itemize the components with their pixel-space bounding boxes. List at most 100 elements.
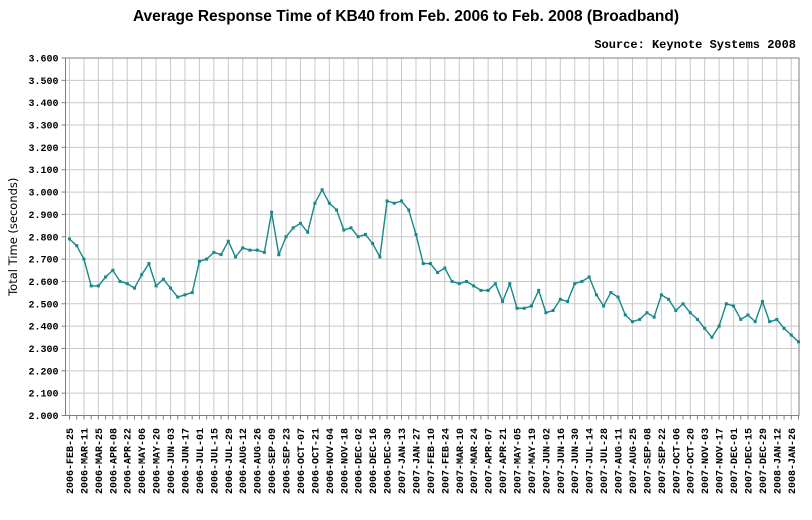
data-point-marker: [255, 248, 259, 252]
data-point-marker: [356, 235, 360, 239]
data-point-marker: [623, 313, 627, 317]
data-point-marker: [529, 304, 533, 308]
data-point-marker: [291, 226, 295, 230]
data-point-marker: [154, 284, 158, 288]
data-point-marker: [197, 259, 201, 263]
data-point-marker: [89, 284, 93, 288]
data-point-marker: [436, 271, 440, 274]
data-point-marker: [688, 311, 692, 315]
x-tick-label: 2006-NOV-18: [340, 428, 351, 494]
x-tick-label: 2007-JAN-27: [412, 428, 423, 494]
x-tick-label: 2006-MAR-25: [95, 428, 106, 494]
data-point-marker: [407, 208, 411, 212]
data-point-marker: [421, 262, 425, 266]
chart-title: Average Response Time of KB40 from Feb. …: [132, 8, 680, 25]
data-point-marker: [132, 286, 136, 290]
data-point-marker: [768, 320, 772, 324]
data-point-marker: [327, 201, 331, 205]
data-point-marker: [183, 293, 187, 297]
data-point-marker: [789, 333, 793, 337]
data-point-marker: [75, 244, 79, 248]
data-point-marker: [140, 273, 144, 277]
data-point-marker: [147, 262, 151, 266]
y-tick-label: 2.700: [28, 256, 58, 267]
y-tick-label: 3.100: [28, 166, 58, 177]
data-point-marker: [753, 320, 757, 324]
x-tick-label: 2007-DEC-01: [730, 428, 741, 494]
data-point-marker: [566, 300, 570, 304]
data-point-marker: [125, 282, 129, 286]
x-tick-label: 2006-APR-08: [109, 428, 120, 494]
data-point-marker: [667, 297, 671, 301]
x-tick-label: 2006-DEC-02: [355, 428, 366, 494]
data-point-marker: [493, 282, 497, 286]
data-point-marker: [428, 262, 432, 266]
x-tick-label: 2006-SEP-23: [283, 428, 294, 494]
x-tick-label: 2007-JUN-02: [542, 428, 553, 494]
data-point-marker: [486, 288, 490, 292]
x-tick-label: 2007-DEC-29: [759, 428, 770, 494]
x-tick-label: 2007-NOV-17: [716, 428, 727, 494]
x-tick-label: 2006-MAY-20: [153, 428, 164, 494]
data-point-marker: [443, 266, 447, 270]
data-point-marker: [782, 326, 786, 330]
x-tick-label: 2007-JUN-30: [571, 428, 582, 494]
x-tick-label: 2007-OCT-06: [672, 428, 683, 494]
y-tick-label: 2.100: [28, 390, 58, 401]
data-point-marker: [724, 302, 728, 306]
data-point-marker: [342, 228, 346, 232]
data-point-marker: [775, 317, 779, 321]
data-point-marker: [378, 255, 382, 259]
data-point-marker: [659, 293, 663, 297]
data-point-marker: [212, 250, 216, 254]
x-tick-label: 2007-APR-07: [485, 428, 496, 494]
data-point-marker: [414, 233, 418, 237]
data-point-marker: [104, 275, 108, 279]
data-line: [69, 188, 799, 343]
data-point-marker: [602, 304, 606, 308]
x-tick-label: 2006-DEC-16: [369, 428, 380, 494]
data-point-marker: [363, 233, 367, 237]
x-tick-label: 2007-JUN-16: [557, 428, 568, 494]
data-point-marker: [544, 311, 548, 315]
data-point-marker: [400, 199, 404, 203]
data-point-marker: [508, 282, 512, 286]
x-tick-label: 2006-NOV-04: [326, 428, 337, 494]
x-tick-label: 2008-JAN-26: [788, 428, 799, 494]
data-point-marker: [313, 201, 317, 205]
data-point-marker: [335, 208, 339, 212]
x-tick-label: 2006-APR-22: [124, 428, 135, 494]
data-point-marker: [219, 253, 223, 257]
data-point-marker: [161, 277, 165, 281]
data-point-marker: [82, 257, 86, 261]
data-point-marker: [732, 304, 736, 308]
data-point-marker: [111, 268, 115, 272]
data-point-marker: [371, 241, 375, 245]
x-tick-label: 2006-JUN-03: [167, 428, 178, 494]
x-tick-label: 2006-AUG-12: [239, 428, 250, 494]
data-point-marker: [760, 300, 764, 304]
x-tick-label: 2006-DEC-30: [384, 428, 395, 494]
data-point-marker: [349, 226, 353, 230]
data-point-marker: [306, 230, 310, 234]
y-tick-label: 2.900: [28, 211, 58, 222]
x-tick-label: 2006-MAR-11: [80, 428, 91, 494]
y-tick-label: 2.800: [28, 233, 58, 244]
data-point-marker: [472, 284, 476, 288]
y-tick-label: 3.500: [28, 77, 58, 88]
data-point-marker: [385, 199, 389, 203]
data-point-marker: [169, 286, 173, 290]
data-point-marker: [515, 306, 519, 310]
data-point-marker: [630, 320, 634, 324]
data-point-marker: [479, 288, 483, 292]
y-tick-label: 3.000: [28, 189, 58, 200]
x-tick-label: 2007-APR-21: [499, 428, 510, 494]
y-axis-title: Total Time (seconds): [6, 178, 20, 297]
y-tick-label: 2.200: [28, 367, 58, 378]
data-point-marker: [580, 279, 584, 283]
data-point-marker: [284, 235, 288, 239]
data-point-marker: [616, 295, 620, 299]
x-tick-label: 2007-DEC-15: [744, 428, 755, 494]
x-tick-label: 2007-AUG-11: [615, 428, 626, 494]
data-point-marker: [522, 306, 526, 310]
